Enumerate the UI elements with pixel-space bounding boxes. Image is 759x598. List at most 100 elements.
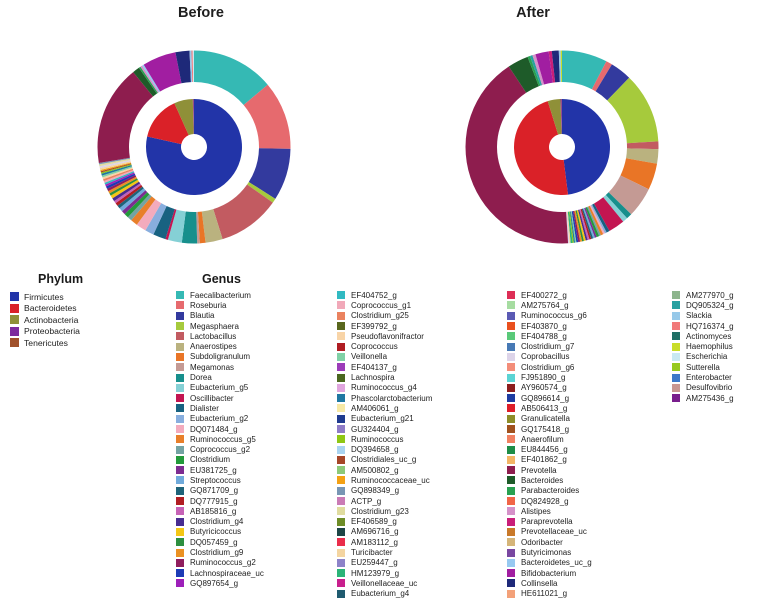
legend-label: Lactobacillus (190, 331, 237, 341)
legend-label: Prevotella (521, 465, 557, 475)
genus-ring-segment-Paraprevotella (548, 51, 556, 83)
legend-item: Coprococcus_g1 (337, 300, 432, 310)
legend-color-swatch (337, 548, 345, 557)
legend-color-swatch (10, 292, 19, 302)
legend-color-swatch (507, 332, 515, 341)
legend-label: Roseburia (190, 300, 227, 310)
legend-label: Lachnospira (351, 373, 395, 383)
genus-ring-segment-Subdoligranulum (197, 211, 206, 244)
legend-color-swatch (176, 373, 184, 382)
genus-ring-segment-Clostridium_g25 (103, 168, 134, 182)
genus-ring-segment-HM123979_g (567, 211, 573, 244)
legend-label: Pseudoflavonifractor (351, 331, 424, 341)
chart-title-after: After (516, 5, 550, 21)
legend-item: Anaerofilum (507, 434, 592, 444)
legend-color-swatch (507, 517, 515, 526)
legend-color-swatch (507, 394, 515, 403)
legend-item: Veillonellaceae_uc (337, 578, 432, 588)
legend-item: Roseburia (176, 300, 264, 310)
legend-label: Haemophilus (686, 342, 733, 352)
legend-item: EU259447_g (337, 558, 432, 568)
genus-ring-segment-Haemophilus (560, 50, 562, 83)
legend-color-swatch (337, 322, 345, 331)
genus-ring-segment-Clostridiales_uc_g (100, 163, 132, 173)
legend-label: Bifidobacterium (521, 568, 577, 578)
genus-ring-segment-Megasphaera (607, 77, 659, 144)
genus-ring-segment-Pseudoflavonifractor (102, 167, 133, 180)
legend-item: DQ905324_g (672, 300, 734, 310)
legend-color-swatch (176, 569, 184, 578)
legend-label: Coprococcus_g1 (351, 300, 412, 310)
legend-label: AM183112_g (351, 537, 398, 547)
legend-item: Eubacterium_g4 (337, 589, 432, 598)
genus-ring-segment-Slackia (558, 50, 562, 83)
legend-label: Anaerofilum (521, 434, 564, 444)
legend-item: Coprobacillus (507, 352, 592, 362)
legend-color-swatch (176, 476, 184, 485)
genus-ring-segment-Ruminococcus (569, 211, 574, 243)
legend-item: Bifidobacterium (507, 568, 592, 578)
legend-label: Veillonellaceae_uc (351, 578, 418, 588)
legend-label: Butyricicoccus (190, 527, 242, 537)
genus-legend-column-1: Faecalibacterium Roseburia Blautia Megaspha… (176, 290, 264, 589)
legend-color-swatch (337, 301, 345, 310)
genus-ring-segment-Eubacterium_g5 (167, 209, 186, 243)
genus-ring-segment-Faecalibacterium (194, 50, 268, 106)
legend-color-swatch (176, 394, 184, 403)
genus-ring-segment-Subdoligranulum (620, 158, 658, 190)
genus-ring-segment-Slackia (189, 50, 193, 83)
legend-color-swatch (337, 527, 345, 536)
legend-color-swatch (176, 497, 184, 506)
genus-ring-segment-Dialister (153, 205, 175, 240)
legend-color-swatch (337, 455, 345, 464)
legend-item: Turicibacter (337, 547, 432, 557)
legend-label: Parabacteroides (521, 486, 580, 496)
legend-item: Pseudoflavonifractor (337, 331, 432, 341)
legend-item: Streptococcus (176, 475, 264, 485)
legend-color-swatch (507, 311, 515, 320)
legend-label: Faecalibacterium (190, 290, 251, 300)
legend-color-swatch (337, 486, 345, 495)
legend-label: Prevotellaceae_uc (521, 527, 587, 537)
legend-color-swatch (10, 338, 19, 348)
legend-color-swatch (337, 497, 345, 506)
legend-label: Clostridium (190, 455, 231, 465)
legend-label: Clostridium_g4 (190, 517, 244, 527)
legend-item: Clostridium_g9 (176, 547, 264, 557)
legend-color-swatch (507, 569, 515, 578)
genus-ring-segment-EU381725_g (584, 207, 597, 238)
legend-label: EF401862_g (521, 455, 567, 465)
genus-ring-segment-DQ905324_g (529, 55, 543, 86)
legend-item: Actinomyces (672, 331, 734, 341)
genus-ring-segment-Lachnospiraceae_uc (571, 211, 579, 243)
legend-item: Ruminococcus_g4 (337, 383, 432, 393)
legend-color-swatch (337, 332, 345, 341)
legend-color-swatch (176, 414, 184, 423)
legend-label: Firmicutes (24, 291, 64, 302)
genus-ring-segment-Turicibacter (99, 161, 131, 170)
legend-item: Phascolarctobacterium (337, 393, 432, 403)
legend-label: DQ071484_g (190, 424, 238, 434)
legend-label: Escherichia (686, 352, 728, 362)
legend-color-swatch (507, 342, 515, 351)
legend-label: GQ175418_g (521, 424, 570, 434)
genus-ring-segment-Dialister (592, 203, 610, 233)
genus-ring-segment-DQ777915_g (115, 184, 143, 206)
genus-ring-segment-Blautia (595, 64, 630, 101)
legend-color-swatch (507, 322, 515, 331)
legend-label: Subdoligranulum (190, 352, 251, 362)
legend-item: Ruminococcus (337, 434, 432, 444)
legend-item: DQ071484_g (176, 424, 264, 434)
genus-ring-segment-DQ057459_g (109, 178, 138, 196)
legend-item: Odoribacter (507, 537, 592, 547)
legend-item: EF403870_g (507, 321, 592, 331)
legend-color-swatch (337, 558, 345, 567)
legend-label: Actinobacteria (24, 314, 79, 325)
legend-item: AM275764_g (507, 300, 592, 310)
legend-item: Blautia (176, 311, 264, 321)
legend-label: AY960574_g (521, 383, 567, 393)
genus-ring-segment-Clostridium (585, 207, 600, 238)
genus-ring-segment-Anaerostipes (626, 148, 659, 164)
legend-label: Slackia (686, 311, 712, 321)
genus-ring-segment-HQ716374_g (191, 50, 194, 83)
